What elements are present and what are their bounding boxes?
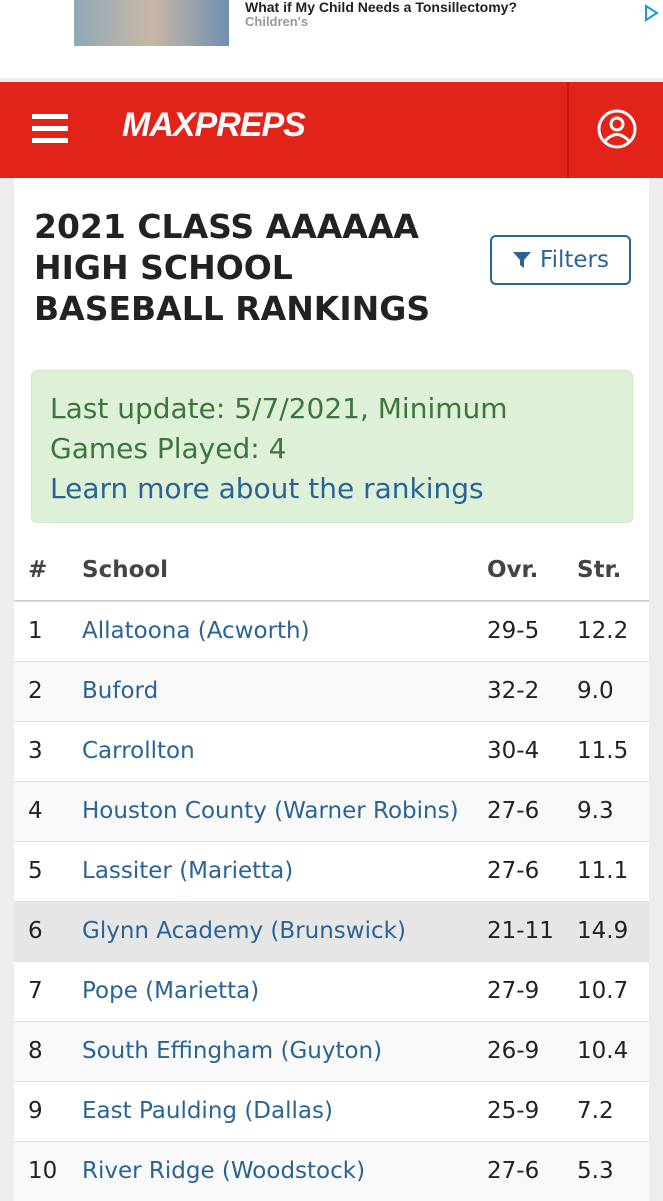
school[interactable]: Lassiter (Marietta): [82, 858, 294, 884]
table-row: 5 Lassiter (Marietta) 27-6 11.1: [14, 841, 649, 901]
table-row: 3 Carrollton 30-4 11.5: [14, 721, 649, 781]
rank: 2: [28, 678, 43, 704]
column-header: Str.: [577, 557, 622, 583]
table-row: 9 East Paulding (Dallas) 25-9 7.2: [14, 1081, 649, 1141]
ad-image: [74, 0, 229, 46]
rankings-table: # School Ovr. Str. 1 Allatoona (Acworth) 29-5 1…: [14, 541, 649, 1201]
strength: 9.0: [577, 678, 614, 704]
column-header: School: [82, 557, 169, 583]
table-row: 6 Glynn Academy (Brunswick) 21-11 14.9: [14, 901, 649, 961]
overall-record: 27-6: [487, 858, 540, 884]
rank: 10: [28, 1158, 58, 1184]
notice-text: Last update: 5/7/2021, Minimum Games Pla…: [50, 392, 508, 465]
strength: 12.2: [577, 618, 629, 644]
rank: 3: [28, 738, 43, 764]
rank: 6: [28, 918, 43, 944]
school[interactable]: Allatoona (Acworth): [82, 618, 310, 644]
school[interactable]: River Ridge (Woodstock): [82, 1158, 366, 1184]
filters-button[interactable]: Filters: [490, 235, 631, 285]
rank: 5: [28, 858, 43, 884]
school[interactable]: Buford: [82, 678, 159, 704]
rank: 1: [28, 618, 43, 644]
strength: 11.1: [577, 858, 629, 884]
account-button[interactable]: [596, 108, 638, 150]
strength: 5.3: [577, 1158, 614, 1184]
strength: 14.9: [577, 918, 629, 944]
overall-record: 26-9: [487, 1038, 540, 1064]
rank: 4: [28, 798, 43, 824]
ad-banner[interactable]: What if My Child Needs a Tonsillectomy? …: [0, 0, 663, 78]
rank: 8: [28, 1038, 43, 1064]
rankings-link[interactable]: Learn more about the rankings: [50, 472, 484, 505]
table-row: 4 Houston County (Warner Robins) 27-6 9.3: [14, 781, 649, 841]
rank: 7: [28, 978, 43, 1004]
school[interactable]: Glynn Academy (Brunswick): [82, 918, 406, 944]
table-row: 2 Buford 32-2 9.0: [14, 661, 649, 721]
strength: 10.4: [577, 1038, 629, 1064]
ad-title[interactable]: What if My Child Needs a Tonsillectomy?: [245, 0, 517, 15]
school[interactable]: Carrollton: [82, 738, 195, 764]
school[interactable]: Houston County (Warner Robins): [82, 798, 459, 824]
school[interactable]: Pope (Marietta): [82, 978, 260, 1004]
school[interactable]: East Paulding (Dallas): [82, 1098, 333, 1124]
strength: 11.5: [577, 738, 629, 764]
overall-record: 30-4: [487, 738, 540, 764]
notice: Last update: 5/7/2021, Minimum Games Pla…: [31, 370, 633, 523]
strength: 7.2: [577, 1098, 614, 1124]
strength: 9.3: [577, 798, 614, 824]
column-header: #: [28, 557, 48, 583]
overall-record: 29-5: [487, 618, 540, 644]
overall-record: 27-6: [487, 798, 540, 824]
content: 2021 CLASS AAAAAA HIGH SCHOOL BASEBALL R…: [14, 178, 649, 1201]
table-row: 8 South Effingham (Guyton) 26-9 10.4: [14, 1021, 649, 1081]
rank: 9: [28, 1098, 43, 1124]
logo[interactable]: MAXPREPS: [122, 106, 306, 144]
filter-icon: [513, 252, 532, 268]
site-header: MAXPREPS: [0, 82, 663, 178]
column-header: Ovr.: [487, 557, 539, 583]
ad-choices-icon[interactable]: [642, 4, 660, 22]
menu-button[interactable]: [32, 114, 68, 144]
table-row: 1 Allatoona (Acworth) 29-5 12.2: [14, 601, 649, 661]
school[interactable]: South Effingham (Guyton): [82, 1038, 383, 1064]
overall-record: 32-2: [487, 678, 540, 704]
overall-record: 27-9: [487, 978, 540, 1004]
filters-label[interactable]: Filters: [540, 247, 609, 273]
ad-source: Children's: [245, 14, 309, 29]
table-row: 7 Pope (Marietta) 27-9 10.7: [14, 961, 649, 1021]
separator: [567, 82, 569, 178]
strength: 10.7: [577, 978, 629, 1004]
table-header: # School Ovr. Str.: [14, 541, 649, 601]
overall-record: 27-6: [487, 1158, 540, 1184]
overall-record: 21-11: [487, 918, 554, 944]
overall-record: 25-9: [487, 1098, 540, 1124]
table-row: 10 River Ridge (Woodstock) 27-6 5.3: [14, 1141, 649, 1201]
page-title: 2021 CLASS AAAAAA HIGH SCHOOL BASEBALL R…: [34, 207, 431, 328]
